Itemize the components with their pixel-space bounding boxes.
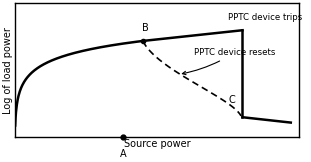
Text: PPTC device trips: PPTC device trips (228, 13, 302, 22)
Y-axis label: Log of load power: Log of load power (3, 27, 13, 114)
Text: PPTC device resets: PPTC device resets (182, 48, 276, 75)
X-axis label: Source power: Source power (124, 139, 190, 149)
Text: B: B (142, 23, 149, 33)
Text: A: A (120, 149, 126, 159)
Text: C: C (228, 95, 235, 105)
